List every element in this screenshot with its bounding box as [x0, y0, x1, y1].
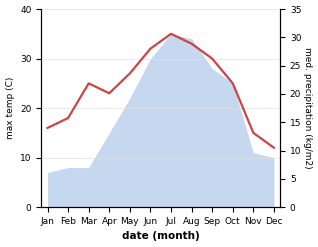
Y-axis label: max temp (C): max temp (C)	[5, 77, 15, 139]
Y-axis label: med. precipitation (kg/m2): med. precipitation (kg/m2)	[303, 47, 313, 169]
X-axis label: date (month): date (month)	[122, 231, 200, 242]
